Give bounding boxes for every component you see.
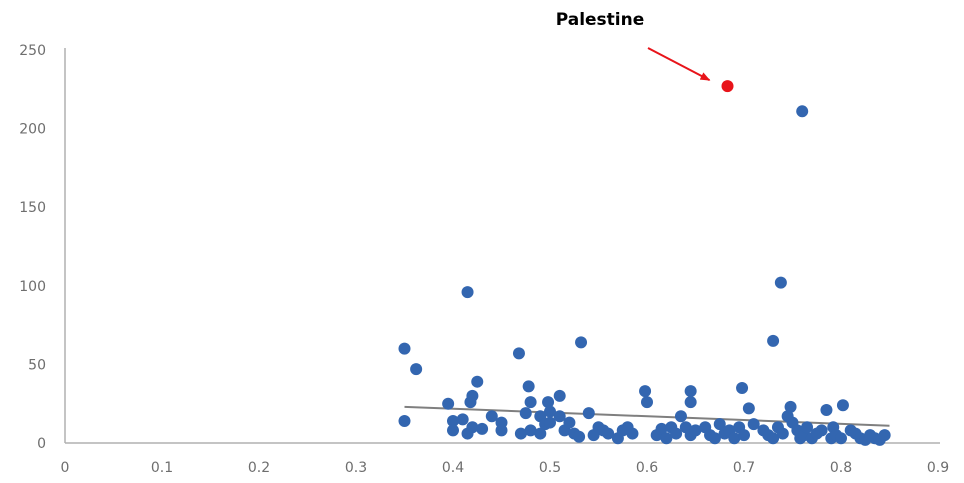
data-point [641, 396, 653, 409]
data-point [519, 407, 532, 420]
y-tick-label: 200 [19, 122, 46, 138]
y-axis: 0 50 100 150 200 250 [19, 43, 66, 452]
data-point [514, 427, 527, 440]
x-tick-label: 0.9 [927, 460, 949, 476]
data-point [602, 427, 615, 440]
data-point [410, 363, 423, 376]
data-point [447, 414, 459, 427]
data-point [713, 418, 726, 431]
data-point [736, 381, 749, 394]
x-tick-label: 0.7 [733, 460, 755, 476]
data-point [398, 342, 411, 355]
data-point [670, 427, 683, 440]
highlight-point [721, 80, 734, 93]
data-point [796, 105, 809, 118]
data-point [626, 427, 639, 440]
x-tick-label: 0.8 [830, 460, 852, 476]
y-tick-label: 0 [37, 436, 46, 452]
data-point [476, 422, 489, 435]
x-tick-label: 0 [61, 460, 70, 476]
data-point [784, 400, 797, 413]
trendline [404, 405, 890, 427]
data-point [575, 336, 588, 349]
data-point [728, 432, 741, 445]
data-point [553, 389, 566, 402]
x-tick-label: 0.4 [442, 460, 464, 476]
data-point [471, 375, 484, 388]
data-point [466, 389, 479, 402]
data-point [801, 421, 814, 434]
data-point [495, 424, 508, 437]
data-point [815, 424, 828, 437]
x-axis: 0 0.1 0.2 0.3 0.4 0.5 0.6 0.7 0.8 0.9 [61, 442, 949, 476]
data-point [524, 396, 537, 409]
data-point [767, 334, 780, 347]
data-point [544, 416, 556, 429]
x-tick-label: 0.3 [345, 460, 367, 476]
data-point [878, 429, 891, 442]
data-point [398, 414, 411, 427]
data-point [522, 380, 535, 393]
data-point [544, 405, 556, 418]
data-point [534, 427, 547, 440]
data-point [776, 427, 789, 440]
data-point [684, 385, 697, 398]
data-point [542, 396, 555, 409]
data-point [742, 402, 755, 415]
y-tick-label: 50 [28, 357, 46, 373]
y-tick-label: 100 [19, 279, 46, 295]
data-point [461, 286, 474, 299]
data-point [655, 422, 668, 435]
y-tick-label: 150 [19, 200, 46, 216]
y-tick-label: 250 [19, 43, 46, 59]
data-point [708, 432, 721, 445]
x-tick-label: 0.6 [636, 460, 658, 476]
data-point [684, 396, 697, 409]
data-point [836, 399, 849, 412]
data-point [573, 430, 586, 443]
annotation-arrow [647, 47, 711, 82]
data-point [512, 347, 525, 360]
data-point [485, 410, 498, 423]
data-point [774, 276, 787, 289]
data-point [447, 424, 459, 437]
x-tick-label: 0.1 [151, 460, 173, 476]
data-point [835, 432, 847, 445]
data-point [767, 432, 780, 445]
data-point [747, 418, 760, 431]
data-point [674, 410, 687, 423]
data-point [660, 432, 673, 445]
data-point [689, 424, 702, 437]
data-point [582, 407, 595, 420]
data-point [524, 424, 537, 437]
annotation-label: Palestine [556, 10, 645, 30]
trendline-group [404, 405, 890, 427]
data-points [398, 80, 891, 446]
data-point [442, 397, 455, 410]
x-tick-label: 0.2 [248, 460, 270, 476]
data-point [738, 429, 750, 442]
data-point [639, 385, 652, 398]
x-tick-label: 0.5 [539, 460, 561, 476]
data-point [456, 413, 469, 426]
annotation-group: Palestine [556, 10, 711, 82]
data-point [820, 403, 833, 416]
data-point [563, 416, 576, 429]
data-point [461, 427, 474, 440]
data-point [553, 410, 566, 423]
